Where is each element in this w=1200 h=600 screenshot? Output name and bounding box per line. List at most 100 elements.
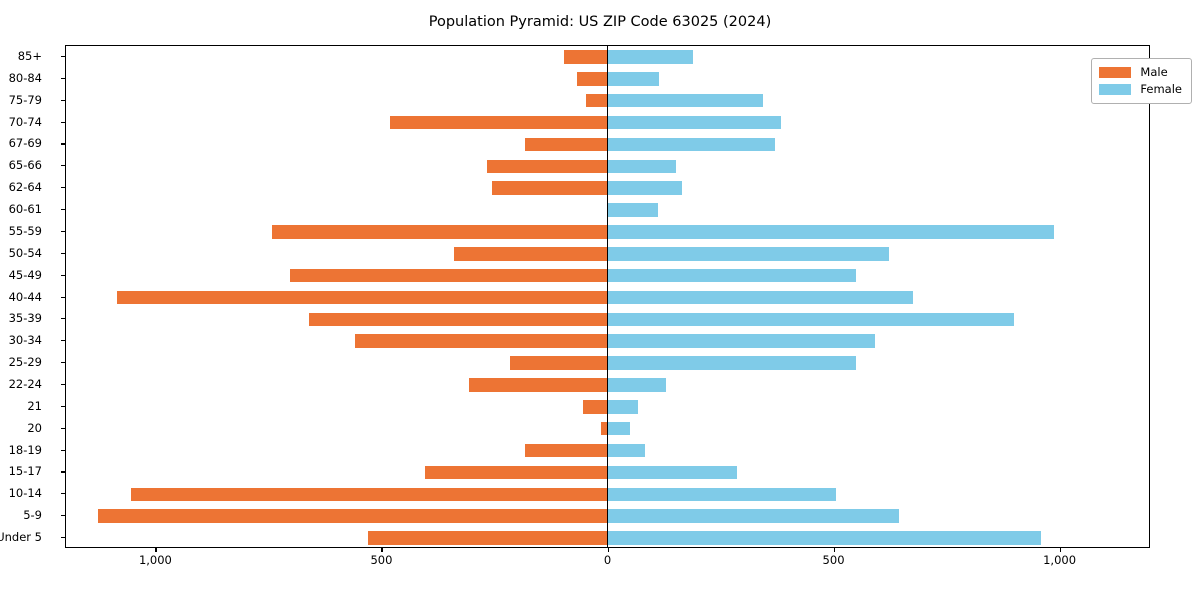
y-tick-label: 21 <box>27 398 42 413</box>
bar-female <box>607 246 889 261</box>
y-tick-label: 75-79 <box>8 92 42 107</box>
y-tick-mark <box>61 296 65 298</box>
bar-male <box>368 531 608 545</box>
pyramid-row <box>66 356 1149 370</box>
y-tick-label: 80-84 <box>8 70 42 85</box>
y-tick-label: 15-17 <box>8 464 42 479</box>
bar-female <box>607 50 694 64</box>
pyramid-row <box>66 531 1149 545</box>
bar-male <box>600 421 608 436</box>
y-tick-mark <box>61 274 65 276</box>
y-tick-mark <box>61 318 65 320</box>
pyramid-row <box>66 334 1149 348</box>
bar-female <box>607 203 659 217</box>
x-tick-mark <box>607 548 609 552</box>
y-tick-label: 67-69 <box>8 136 42 151</box>
y-tick-mark <box>61 187 65 189</box>
bar-female <box>607 137 776 152</box>
bar-male <box>454 246 608 261</box>
y-tick-label: 65-66 <box>8 158 42 173</box>
bar-female <box>607 93 764 108</box>
y-tick-mark <box>61 209 65 211</box>
y-tick-mark <box>61 449 65 451</box>
pyramid-row <box>66 378 1149 392</box>
pyramid-row <box>66 225 1149 239</box>
bar-male <box>425 465 608 480</box>
pyramid-row <box>66 246 1149 261</box>
y-tick-mark <box>61 471 65 473</box>
bar-male <box>524 137 608 152</box>
y-tick-mark <box>61 515 65 517</box>
pyramid-row <box>66 137 1149 152</box>
y-tick-label: 10-14 <box>8 486 42 501</box>
x-tick-label: 500 <box>370 553 393 567</box>
y-tick-label: 22-24 <box>8 376 42 391</box>
bar-female <box>607 290 913 305</box>
bar-male <box>98 509 608 523</box>
bar-male <box>290 268 608 283</box>
y-tick-mark <box>61 405 65 407</box>
y-tick-label: 60-61 <box>8 202 42 217</box>
bar-female <box>607 115 781 130</box>
bar-male <box>563 50 608 64</box>
y-tick-label: 45-49 <box>8 267 42 282</box>
y-tick-label: 18-19 <box>8 442 42 457</box>
legend-swatch-male-icon <box>1099 67 1132 78</box>
pyramid-row <box>66 421 1149 436</box>
bar-female <box>607 421 631 436</box>
bar-female <box>607 72 660 86</box>
x-tick-mark <box>833 548 835 552</box>
chart-legend: Male Female <box>1091 58 1192 104</box>
y-tick-label: 35-39 <box>8 311 42 326</box>
bar-male <box>354 334 608 348</box>
y-tick-mark <box>61 165 65 167</box>
y-tick-mark <box>61 493 65 495</box>
bar-female <box>607 465 738 480</box>
y-tick-label: 85+ <box>17 48 42 63</box>
x-tick-mark <box>1059 548 1061 552</box>
legend-item-male[interactable]: Male <box>1099 64 1182 81</box>
y-tick-mark <box>61 427 65 429</box>
pyramid-row <box>66 509 1149 523</box>
bar-female <box>607 312 1014 327</box>
pyramid-row <box>66 115 1149 130</box>
y-tick-mark <box>61 340 65 342</box>
bar-female <box>607 356 856 370</box>
y-tick-label: 40-44 <box>8 289 42 304</box>
y-tick-label: 62-64 <box>8 180 42 195</box>
y-tick-mark <box>61 230 65 232</box>
y-tick-label: 5-9 <box>23 508 42 523</box>
bar-male <box>577 72 608 86</box>
y-tick-mark <box>61 55 65 58</box>
y-tick-mark <box>61 99 65 101</box>
bar-female <box>607 509 899 523</box>
bar-male <box>582 400 608 414</box>
legend-label: Female <box>1140 82 1182 96</box>
bar-male <box>487 159 608 174</box>
bar-female <box>607 334 876 348</box>
pyramid-row <box>66 203 1149 217</box>
y-tick-mark <box>61 383 65 386</box>
x-tick-mark <box>381 548 383 552</box>
bar-male <box>524 443 608 458</box>
y-tick-mark <box>61 121 65 123</box>
bar-male <box>390 115 608 130</box>
legend-item-female[interactable]: Female <box>1099 81 1182 98</box>
y-tick-label: 20 <box>27 420 42 435</box>
legend-label: Male <box>1140 65 1168 79</box>
pyramid-row <box>66 93 1149 108</box>
plot-area <box>65 45 1150 548</box>
y-tick-label: 70-74 <box>8 114 42 129</box>
pyramid-row <box>66 50 1149 64</box>
bar-male <box>271 225 608 239</box>
pyramid-row <box>66 72 1149 86</box>
zero-axis-line <box>606 46 609 547</box>
chart-title: Population Pyramid: US ZIP Code 63025 (2… <box>428 14 772 30</box>
y-tick-mark <box>61 362 65 364</box>
y-tick-label: 55-59 <box>8 223 42 238</box>
x-tick-label: 1,000 <box>1043 553 1077 567</box>
pyramid-row <box>66 268 1149 283</box>
bar-female <box>607 531 1041 545</box>
pyramid-row <box>66 487 1149 502</box>
